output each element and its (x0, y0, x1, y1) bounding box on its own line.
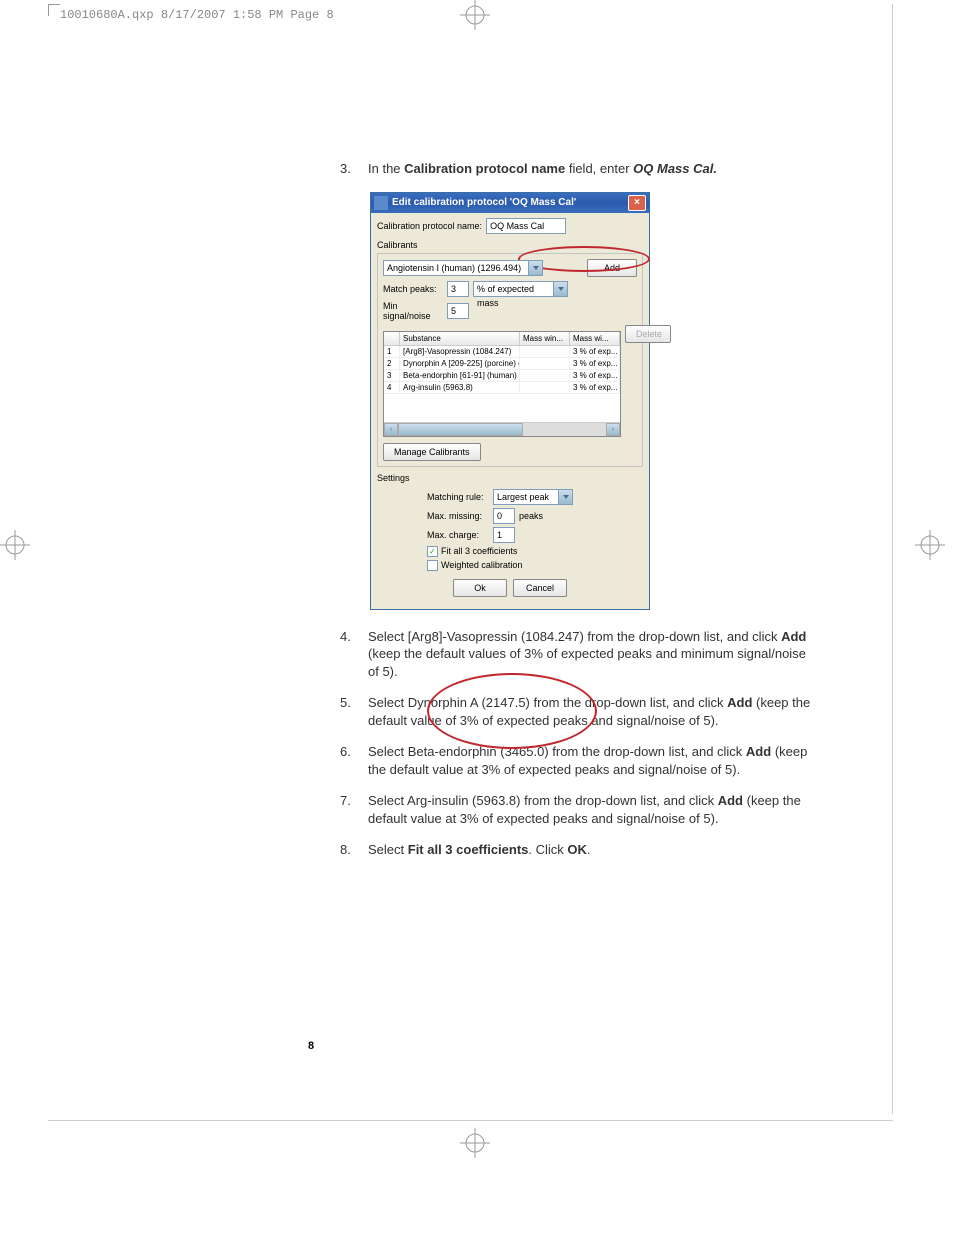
titlebar: Edit calibration protocol 'OQ Mass Cal' … (371, 193, 649, 213)
step-text: Select Fit all 3 coefficients. Click OK. (368, 841, 820, 859)
step: 6.Select Beta-endorphin (3465.0) from th… (340, 743, 820, 778)
matching-rule-label: Matching rule: (427, 492, 489, 502)
max-missing-label: Max. missing: (427, 511, 489, 521)
table-cell: 1 (384, 346, 400, 357)
step: 8.Select Fit all 3 coefficients. Click O… (340, 841, 820, 859)
step-text: Select Arg-insulin (5963.8) from the dro… (368, 792, 820, 827)
window-icon (374, 196, 388, 210)
manage-calibrants-button[interactable]: Manage Calibrants (383, 443, 481, 461)
max-missing-unit: peaks (519, 511, 543, 521)
table-row[interactable]: 1[Arg8]-Vasopressin (1084.247) 3 % of exp… (384, 346, 620, 358)
calibrants-panel: Angiotensin I (human) (1296.494) Add Mat… (377, 253, 643, 467)
step-text: Select Dynorphin A (2147.5) from the dro… (368, 694, 820, 729)
settings-panel: Matching rule: Largest peak Max. missing:… (377, 489, 643, 571)
scroll-right-icon[interactable]: › (606, 423, 620, 436)
step-number: 6. (340, 743, 368, 778)
table-cell: 2 (384, 358, 400, 369)
step-text: In the Calibration protocol name field, … (368, 160, 820, 178)
calibrants-table: SubstanceMass win...Mass wi... 1[Arg8]-V… (383, 331, 621, 437)
window-title: Edit calibration protocol 'OQ Mass Cal' (392, 197, 576, 208)
table-cell: [Arg8]-Vasopressin (1084.247) (400, 346, 520, 357)
max-charge-label: Max. charge: (427, 530, 489, 540)
column-header: Substance (400, 332, 520, 345)
crop-mark (48, 4, 60, 16)
edit-calibration-dialog: Edit calibration protocol 'OQ Mass Cal' … (370, 192, 650, 610)
registration-mark-left (0, 530, 30, 560)
ok-button[interactable]: Ok (453, 579, 507, 597)
table-row[interactable]: 3Beta-endorphin [61-91] (human) (3465...… (384, 370, 620, 382)
instruction-list-cont: 4.Select [Arg8]-Vasopressin (1084.247) f… (340, 628, 820, 859)
step-number: 5. (340, 694, 368, 729)
max-charge-input[interactable] (493, 527, 515, 543)
table-cell: 4 (384, 382, 400, 393)
fit3-checkbox[interactable]: ✓ (427, 546, 438, 557)
table-row[interactable]: 2Dynorphin A [209-225] (porcine) (2147..… (384, 358, 620, 370)
table-cell: Arg-insulin (5963.8) (400, 382, 520, 393)
weighted-label: Weighted calibration (441, 560, 522, 570)
match-peaks-label: Match peaks: (383, 284, 443, 294)
match-peaks-unit-select[interactable]: % of expected mass (473, 281, 568, 297)
delete-button: Delete (625, 325, 671, 343)
fit3-label: Fit all 3 coefficients (441, 546, 517, 556)
step-text: Select Beta-endorphin (3465.0) from the … (368, 743, 820, 778)
step-number: 3. (340, 160, 368, 178)
table-body: 1[Arg8]-Vasopressin (1084.247) 3 % of exp… (384, 346, 620, 394)
crop-line-bottom (48, 1120, 893, 1121)
step: 5.Select Dynorphin A (2147.5) from the d… (340, 694, 820, 729)
table-cell: 3 % of exp... (570, 358, 620, 369)
table-cell: Dynorphin A [209-225] (porcine) (2147... (400, 358, 520, 369)
protocol-name-label: Calibration protocol name: (377, 221, 482, 231)
cancel-button[interactable]: Cancel (513, 579, 567, 597)
step-3: 3.In the Calibration protocol name field… (340, 160, 820, 178)
table-header: SubstanceMass win...Mass wi... (384, 332, 620, 346)
step-number: 7. (340, 792, 368, 827)
min-sn-input[interactable] (447, 303, 469, 319)
table-cell: Beta-endorphin [61-91] (human) (3465... (400, 370, 520, 381)
min-sn-label: Min signal/noise (383, 301, 443, 321)
step-number: 8. (340, 841, 368, 859)
registration-mark-top (460, 0, 490, 30)
max-missing-input[interactable] (493, 508, 515, 524)
settings-label: Settings (377, 473, 643, 483)
print-header: 10010680A.qxp 8/17/2007 1:58 PM Page 8 (60, 8, 334, 22)
matching-rule-select[interactable]: Largest peak (493, 489, 573, 505)
instruction-list: 3.In the Calibration protocol name field… (340, 160, 820, 178)
table-cell (520, 358, 570, 369)
step: 4.Select [Arg8]-Vasopressin (1084.247) f… (340, 628, 820, 681)
horizontal-scrollbar[interactable]: ‹ › (384, 422, 620, 436)
step-number: 4. (340, 628, 368, 681)
column-header (384, 332, 400, 345)
crop-line-right (892, 4, 893, 1114)
calibrants-label: Calibrants (377, 240, 643, 250)
column-header: Mass win... (520, 332, 570, 345)
page-content: 3.In the Calibration protocol name field… (340, 160, 820, 873)
close-icon[interactable]: × (628, 195, 646, 211)
table-cell: 3 % of exp... (570, 370, 620, 381)
step: 7.Select Arg-insulin (5963.8) from the d… (340, 792, 820, 827)
registration-mark-bottom (460, 1128, 490, 1158)
table-cell: 3 (384, 370, 400, 381)
registration-mark-right (915, 530, 945, 560)
table-cell: 3 % of exp... (570, 382, 620, 393)
table-cell (520, 382, 570, 393)
step-text: Select [Arg8]-Vasopressin (1084.247) fro… (368, 628, 820, 681)
table-row[interactable]: 4Arg-insulin (5963.8) 3 % of exp... (384, 382, 620, 394)
page-number: 8 (308, 1040, 314, 1052)
weighted-checkbox[interactable] (427, 560, 438, 571)
add-button[interactable]: Add (587, 259, 637, 277)
column-header: Mass wi... (570, 332, 620, 345)
table-cell (520, 370, 570, 381)
screenshot-figure: Edit calibration protocol 'OQ Mass Cal' … (370, 192, 820, 610)
substance-select[interactable]: Angiotensin I (human) (1296.494) (383, 260, 543, 276)
protocol-name-input[interactable] (486, 218, 566, 234)
table-cell (520, 346, 570, 357)
table-cell: 3 % of exp... (570, 346, 620, 357)
scroll-thumb[interactable] (398, 423, 523, 436)
scroll-left-icon[interactable]: ‹ (384, 423, 398, 436)
match-peaks-input[interactable] (447, 281, 469, 297)
